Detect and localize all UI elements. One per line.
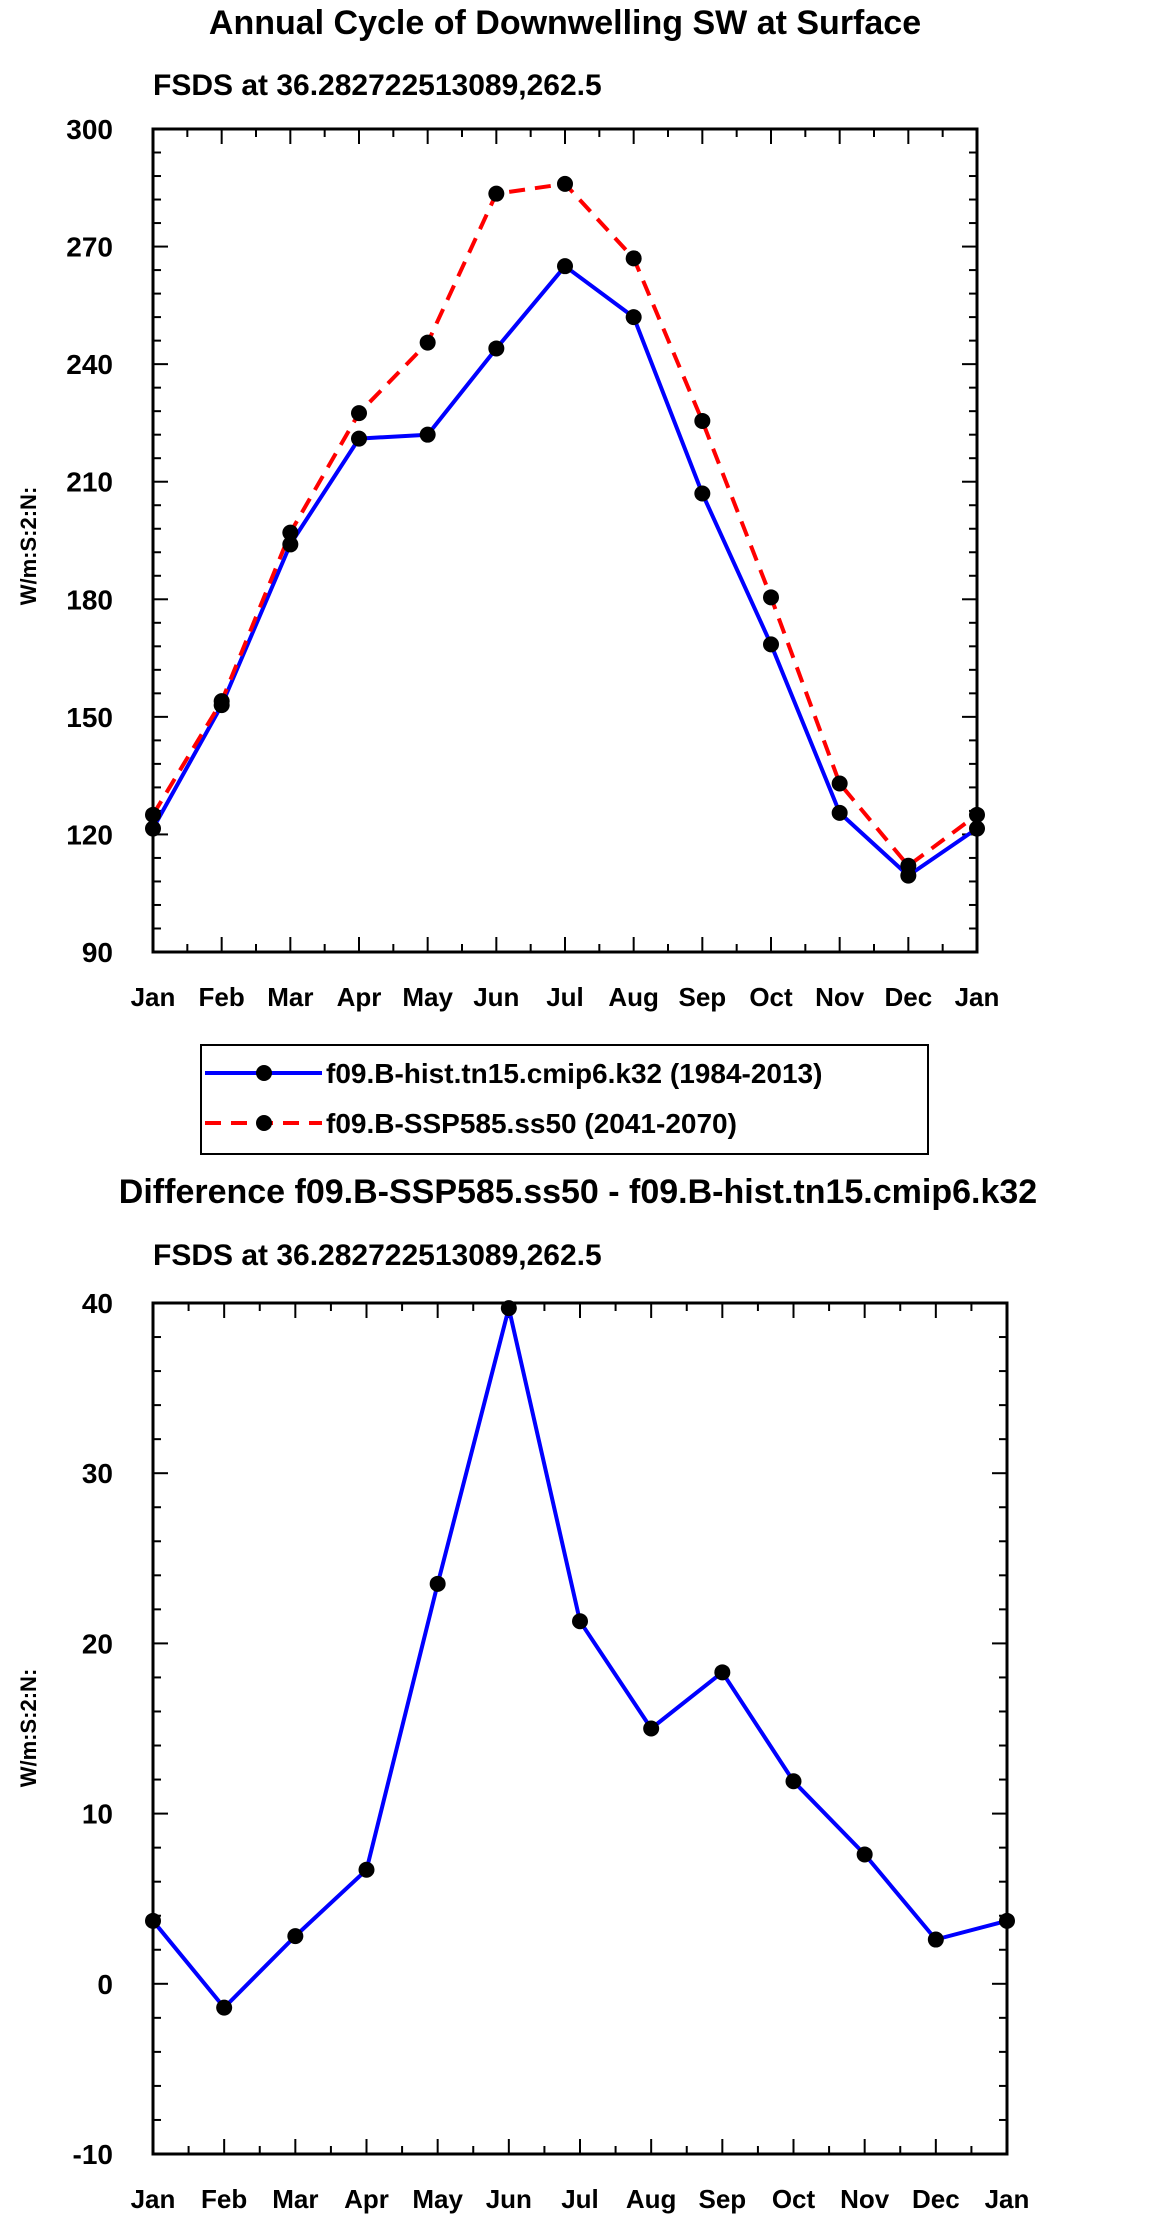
- chart2-ytick-label: 40: [82, 1288, 113, 1319]
- chart1-series-1-point: [694, 412, 711, 429]
- chart2-xtick-label: Feb: [201, 2184, 247, 2214]
- chart2-ytick-label: 20: [82, 1628, 113, 1659]
- chart2-plot-frame: [151, 1301, 1009, 2156]
- legend-box: [200, 1044, 929, 1155]
- chart1-series-0-point: [282, 536, 299, 553]
- chart1-ytick-label: 90: [82, 937, 113, 968]
- chart1-ytick-label: 180: [66, 584, 113, 615]
- chart1-series-0-point: [763, 636, 779, 653]
- chart2-subtitle: FSDS at 36.282722513089,262.5: [153, 1239, 602, 1272]
- chart1-xtick-label: Nov: [815, 982, 865, 1012]
- chart1-series-1-point: [625, 250, 642, 267]
- chart2-series-0-point: [358, 1861, 375, 1878]
- chart1-xtick-label: Sep: [678, 982, 726, 1012]
- chart2-xtick-label: Sep: [698, 2184, 746, 2214]
- chart2-xtick-label: May: [412, 2184, 463, 2214]
- chart2-series-0-point: [856, 1846, 873, 1863]
- chart2-series: [145, 1300, 1015, 2016]
- chart2-series-0-point: [927, 1931, 944, 1948]
- chart1-series-0-point: [557, 258, 573, 275]
- chart2-axes: Jan Feb Mar Apr May Jun Jul Aug Sep Oct Nov Dec Jan-…: [73, 1288, 1030, 2214]
- chart2-series-0-point: [216, 1999, 233, 2016]
- legend-label-ssp: f09.B-SSP585.ss50 (2041-2070): [326, 1108, 737, 1139]
- chart2-xtick-label: Mar: [272, 2184, 318, 2214]
- chart1-series-1-point: [900, 857, 917, 874]
- chart1-series-1-point: [557, 175, 573, 192]
- chart2-ytick-label: 30: [82, 1458, 113, 1489]
- chart1-series-0-point: [831, 804, 848, 821]
- chart1-xtick-label: Jun: [473, 982, 519, 1012]
- chart1-xtick-label: Dec: [884, 982, 932, 1012]
- chart1-subtitle: FSDS at 36.282722513089,262.5: [153, 69, 602, 102]
- chart1-title: Annual Cycle of Downwelling SW at Surfac…: [209, 4, 921, 42]
- chart2-ytick-label: 10: [82, 1799, 113, 1830]
- chart2-ylabel: W/m:S:2:N:: [16, 1669, 41, 1788]
- chart1-series-1-point: [213, 693, 230, 710]
- chart1-xtick-label: Oct: [749, 982, 793, 1012]
- chart1-series-1-point: [488, 185, 505, 202]
- chart1-xtick-label: May: [402, 982, 453, 1012]
- chart2-xtick-label: Oct: [772, 2184, 816, 2214]
- chart2-series-0-point: [785, 1773, 802, 1790]
- chart1-ylabel: W/m:S:2:N:: [16, 487, 41, 606]
- chart1-legend: f09.B-hist.tn15.cmip6.k32 (1984-2013) f0…: [200, 1044, 929, 1155]
- chart1-series-0-point: [419, 426, 436, 443]
- chart2-xtick-label: Aug: [626, 2184, 677, 2214]
- chart1-series-1-point: [763, 589, 779, 606]
- chart1-ytick-label: 240: [66, 349, 113, 380]
- chart2-xtick-label: Jan: [131, 2184, 176, 2214]
- chart1-ytick-label: 150: [66, 702, 113, 733]
- chart2-series-0-point: [643, 1720, 660, 1737]
- annual-cycle-chart: Annual Cycle of Downwelling SW at Surfac…: [16, 4, 999, 1155]
- chart2-xtick-label: Jan: [985, 2184, 1030, 2214]
- chart1-ytick-label: 270: [66, 232, 113, 263]
- chart2-series-0-point: [714, 1664, 731, 1681]
- chart1-xtick-label: Jul: [546, 982, 584, 1012]
- chart1-series-0-point: [625, 309, 642, 326]
- chart1-series-0-point: [488, 340, 505, 357]
- chart1-xtick-label: Feb: [199, 982, 245, 1012]
- chart1-ytick-label: 120: [66, 819, 113, 850]
- chart2-xtick-label: Jun: [486, 2184, 532, 2214]
- chart1-xtick-label: Aug: [608, 982, 659, 1012]
- chart2-ytick-label: 0: [97, 1969, 113, 2000]
- chart1-ytick-label: 210: [66, 467, 113, 498]
- chart2-series-0-point: [429, 1575, 446, 1592]
- difference-chart: Difference f09.B-SSP585.ss50 - f09.B-his…: [16, 1173, 1037, 2214]
- chart1-series-0-point: [694, 485, 711, 502]
- chart1-xtick-label: Mar: [267, 982, 313, 1012]
- chart2-xtick-label: Apr: [344, 2184, 389, 2214]
- legend-label-hist: f09.B-hist.tn15.cmip6.k32 (1984-2013): [326, 1058, 822, 1089]
- chart1-series-1-point: [282, 524, 299, 541]
- chart1-series-1-point: [419, 334, 436, 351]
- chart2-title: Difference f09.B-SSP585.ss50 - f09.B-his…: [119, 1173, 1037, 1211]
- chart1-xtick-label: Apr: [337, 982, 382, 1012]
- chart1-series-1-point: [351, 405, 367, 422]
- chart1-series-0-point: [351, 430, 367, 447]
- chart2-xtick-label: Jul: [561, 2184, 599, 2214]
- chart1-plot-frame: [151, 127, 979, 954]
- chart1-ytick-label: 300: [66, 114, 113, 145]
- chart1-xtick-label: Jan: [955, 982, 1000, 1012]
- legend-marker-ssp: [256, 1115, 272, 1131]
- chart2-series-0-point: [572, 1613, 588, 1630]
- chart2-series-0-point: [287, 1928, 304, 1945]
- chart1-series-1-point: [831, 775, 848, 792]
- chart1-xtick-label: Jan: [131, 982, 176, 1012]
- chart1-axes: Jan Feb Mar Apr May Jun Jul Aug Sep Oct Nov Dec Jan 9…: [66, 114, 999, 1012]
- chart2-xtick-label: Nov: [840, 2184, 890, 2214]
- chart2-ytick-label: -10: [73, 2139, 113, 2170]
- chart2-xtick-label: Dec: [912, 2184, 960, 2214]
- legend-marker-hist: [256, 1065, 272, 1081]
